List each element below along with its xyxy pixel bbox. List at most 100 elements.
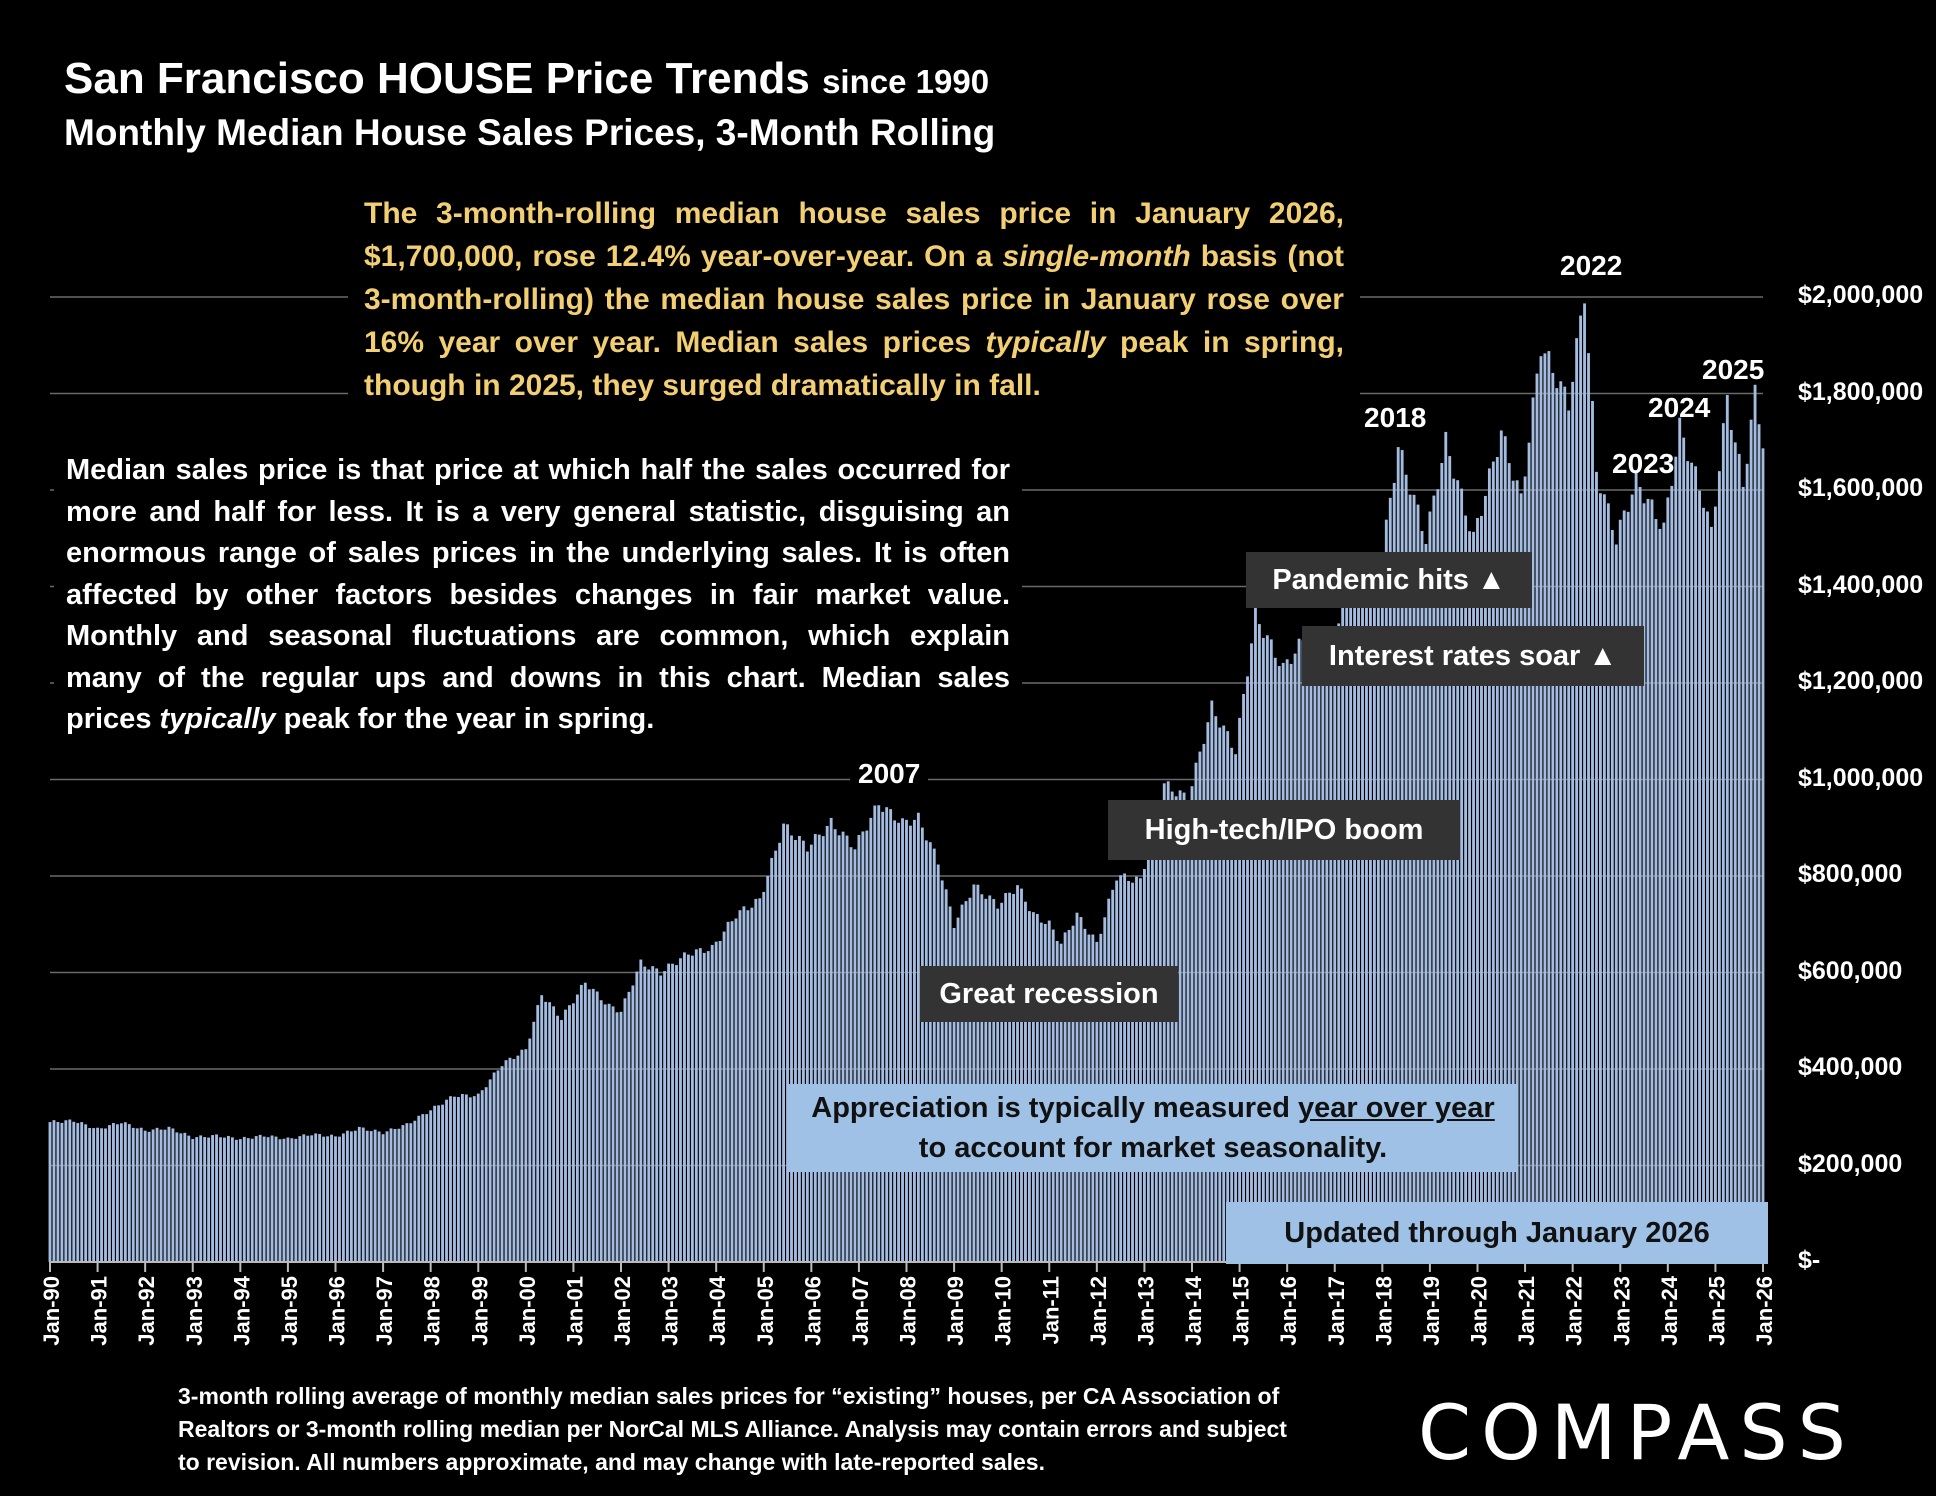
price-bar — [1317, 645, 1321, 1262]
price-bar — [1761, 448, 1765, 1263]
price-bar — [369, 1131, 373, 1262]
price-bar — [619, 1011, 623, 1262]
price-bar — [845, 835, 849, 1262]
price-bar — [853, 849, 857, 1262]
price-bar — [1531, 397, 1535, 1262]
price-bar — [314, 1133, 318, 1262]
price-bar — [266, 1137, 270, 1262]
price-bar — [964, 901, 968, 1262]
price-bar — [1182, 792, 1186, 1262]
price-bar — [1460, 488, 1464, 1263]
price-bar — [1230, 747, 1234, 1262]
year-label-2023: 2023 — [1612, 448, 1675, 479]
price-bar — [1123, 873, 1127, 1262]
price-bar — [385, 1131, 389, 1262]
price-bar — [683, 952, 686, 1262]
price-bar — [635, 971, 639, 1262]
price-bar — [1250, 643, 1253, 1262]
price-bar — [1119, 875, 1123, 1262]
price-bar — [464, 1094, 468, 1262]
price-bar — [1301, 640, 1305, 1262]
price-bar — [825, 825, 829, 1262]
price-bar — [92, 1128, 96, 1262]
price-bar — [143, 1130, 147, 1262]
price-bar — [1365, 579, 1368, 1262]
price-bar — [1535, 373, 1539, 1262]
price-bar — [536, 1005, 540, 1262]
price-bar — [1595, 471, 1598, 1262]
price-bar — [1115, 880, 1119, 1262]
price-bar — [960, 904, 964, 1262]
price-bar — [583, 982, 587, 1262]
price-bar — [1127, 880, 1130, 1262]
price-bar — [1507, 463, 1511, 1263]
price-bar — [873, 805, 877, 1262]
price-bar — [944, 889, 948, 1262]
price-bar — [338, 1136, 341, 1262]
price-bar — [1436, 489, 1440, 1263]
price-bar — [1666, 497, 1670, 1263]
price-bar — [1476, 518, 1479, 1262]
price-bar — [1313, 632, 1317, 1262]
recession-callout: Great recession — [920, 966, 1178, 1022]
price-bar — [1440, 462, 1444, 1263]
price-bar — [667, 963, 671, 1262]
page-title: San Francisco HOUSE Price Trends since 1… — [64, 54, 990, 103]
price-bar — [909, 825, 912, 1262]
x-tick-label: Jan-95 — [277, 1276, 302, 1346]
price-bar — [738, 910, 742, 1262]
x-tick-label: Jan-99 — [467, 1276, 492, 1346]
price-bar — [1412, 494, 1416, 1262]
price-bar — [1357, 557, 1360, 1262]
price-bar — [1682, 437, 1686, 1262]
price-bar — [1559, 381, 1563, 1262]
price-bar — [1257, 624, 1261, 1262]
price-bar — [924, 840, 928, 1262]
price-bar — [778, 842, 782, 1262]
x-tick-label: Jan-01 — [562, 1276, 587, 1346]
price-bar — [1273, 657, 1277, 1262]
price-bar — [770, 857, 774, 1262]
x-tick-label: Jan-15 — [1229, 1276, 1254, 1346]
price-bar — [238, 1139, 242, 1262]
price-bar — [151, 1129, 155, 1262]
price-bar — [1194, 762, 1198, 1262]
price-bar — [706, 951, 710, 1262]
price-bar — [310, 1135, 314, 1262]
x-tick-label: Jan-96 — [325, 1276, 350, 1346]
price-bar — [1158, 805, 1162, 1262]
price-bar — [1261, 637, 1265, 1262]
price-bar — [980, 894, 984, 1262]
price-bar — [1000, 902, 1004, 1262]
price-bar — [690, 955, 694, 1262]
price-bar — [219, 1137, 222, 1262]
price-bar — [988, 895, 992, 1262]
price-bar — [655, 968, 659, 1262]
price-bar — [496, 1070, 500, 1262]
price-bar — [1174, 796, 1178, 1262]
price-bar — [877, 805, 881, 1262]
price-bar — [1670, 485, 1674, 1262]
price-bar — [365, 1130, 369, 1262]
price-bar — [663, 971, 667, 1262]
price-bar — [460, 1094, 464, 1262]
price-bar — [52, 1120, 56, 1262]
price-bar — [1745, 463, 1749, 1262]
price-bar — [457, 1097, 460, 1262]
price-bar — [1499, 430, 1503, 1263]
price-bar — [1630, 494, 1634, 1262]
price-bar — [254, 1136, 258, 1262]
price-bar — [972, 884, 976, 1262]
year-label-2024: 2024 — [1648, 392, 1711, 423]
price-bar — [1424, 543, 1428, 1262]
price-bar — [1107, 898, 1111, 1262]
price-bar — [782, 823, 785, 1262]
price-bar — [1404, 474, 1408, 1262]
price-bar — [230, 1137, 234, 1262]
price-bar — [857, 835, 861, 1262]
price-bar — [968, 897, 972, 1262]
price-bar — [1277, 666, 1281, 1262]
price-bar — [1321, 650, 1325, 1262]
price-bar — [1523, 476, 1527, 1263]
x-tick-label: Jan-08 — [896, 1276, 921, 1346]
